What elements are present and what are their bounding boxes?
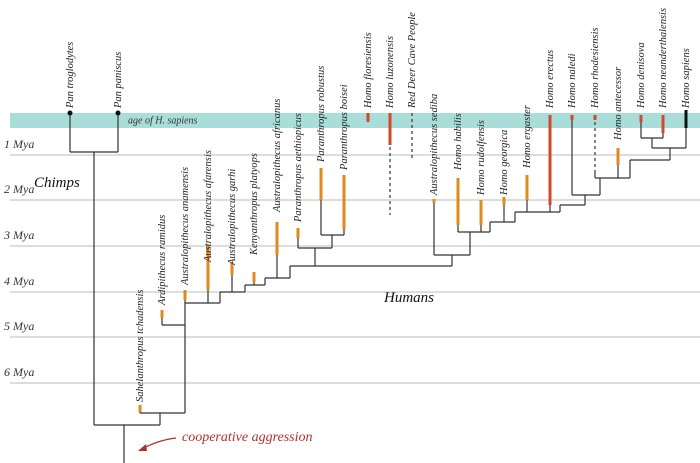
time-label: 1 Mya	[4, 137, 34, 151]
species-label: Australopithecus africanus	[272, 99, 283, 213]
species-label: Ardipithecus ramidus	[157, 215, 168, 306]
species-label: Red Deer Cave People	[407, 12, 418, 109]
species-label: Homo ergaster	[522, 104, 533, 169]
species-label: Homo erectus	[545, 50, 556, 109]
species-label: Pan troglodytes	[65, 42, 76, 109]
time-label: 6 Mya	[4, 365, 34, 379]
species-label: Australopithecus anamensis	[180, 167, 191, 286]
species-label: Paranthropus boisei	[339, 84, 350, 171]
time-label: 3 Mya	[3, 228, 34, 242]
group-label: Chimps	[34, 175, 80, 191]
species-label: Paranthropus aethiopicus	[293, 113, 304, 223]
species-label: Homo luzonensis	[385, 36, 396, 109]
species-label: Homo denisova	[636, 42, 647, 109]
dot	[67, 110, 73, 116]
dot	[115, 110, 121, 116]
species-label: Homo naledi	[567, 53, 578, 109]
species-label: Kenyanthropus platyops	[249, 153, 260, 256]
time-label: 5 Mya	[4, 319, 34, 333]
species-label: Australopithecus garhi	[227, 169, 238, 266]
species-label: Homo habilis	[453, 113, 464, 171]
arrow-head	[138, 444, 147, 451]
species-label: Homo rhodesiensis	[590, 27, 601, 109]
species-label: Homo georgica	[499, 130, 510, 196]
species-label: Homo rudolfensis	[476, 120, 487, 196]
sapiens-band	[10, 113, 700, 128]
species-label: Homo floresiensis	[363, 32, 374, 109]
species-label: Australopithecus sediba	[429, 94, 440, 196]
time-label: 2 Mya	[4, 182, 34, 196]
time-label: 4 Mya	[4, 274, 34, 288]
species-label: Australopithecus afarensis	[203, 150, 214, 263]
group-label: Humans	[383, 290, 434, 306]
species-label: Homo neanderthalensis	[658, 8, 669, 109]
species-label: Pan paniscus	[113, 52, 124, 109]
band-label: age of H. sapiens	[128, 115, 198, 126]
species-label: Homo sapiens	[681, 48, 692, 109]
species-label: Homo antecessor	[613, 66, 624, 141]
species-label: Sahelanthropus tchadensis	[135, 290, 146, 402]
annotation: cooperative aggression	[182, 430, 313, 445]
species-label: Paranthropus robustus	[316, 66, 327, 163]
